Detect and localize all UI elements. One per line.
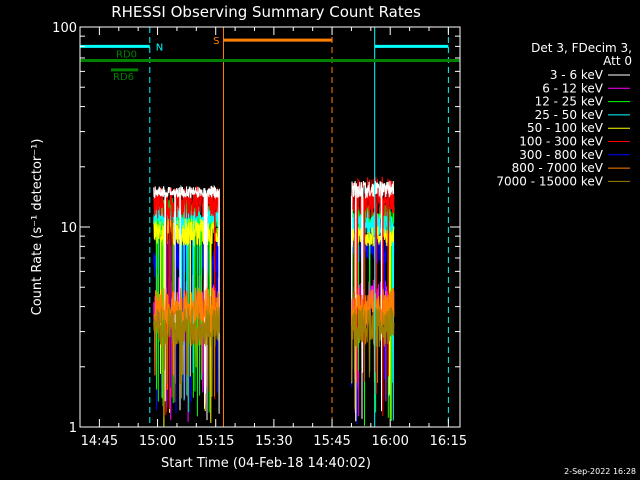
legend-label: 6 - 12 keV [542, 81, 604, 95]
y-tick-label: 10 [60, 221, 77, 236]
trace-segment1 [153, 184, 220, 421]
legend-entry: 6 - 12 keV [542, 81, 630, 95]
y-tick-label: 100 [52, 21, 77, 36]
legend-entry: 25 - 50 keV [535, 108, 630, 122]
legend-label: 3 - 6 keV [550, 68, 604, 82]
legend-header: Det 3, FDecim 3, [531, 41, 632, 55]
flag-label: RD6 [113, 72, 134, 83]
series-3-6-kev [153, 180, 395, 421]
legend-label: 100 - 300 keV [519, 135, 603, 149]
y-axis-label: Count Rate (s⁻¹ detector⁻¹) [30, 139, 45, 316]
x-tick-label: 15:00 [139, 434, 176, 449]
legend-entry: 12 - 25 keV [535, 95, 630, 109]
x-tick-label: 15:30 [255, 434, 292, 449]
legend-entry: 50 - 100 keV [527, 121, 630, 135]
flag-label: N [156, 42, 163, 53]
legend-entry: 800 - 7000 keV [512, 161, 630, 175]
trace-segment2 [350, 306, 395, 409]
legend-label: 7000 - 15000 keV [496, 174, 603, 188]
flag-label: RD0 [116, 49, 137, 60]
trace-segment2 [350, 180, 395, 421]
legend-entry: 3 - 6 keV [550, 68, 630, 82]
legend-header: Att 0 [603, 54, 632, 68]
series-7000-15000-kev [153, 306, 395, 419]
timestamp: 2-Sep-2022 16:28 [564, 467, 636, 476]
legend-entry: 100 - 300 keV [519, 135, 630, 149]
y-tick-label: 1 [69, 421, 77, 436]
legend-label: 50 - 100 keV [527, 121, 604, 135]
trace-segment1 [153, 306, 220, 419]
legend-label: 12 - 25 keV [535, 95, 604, 109]
trace-segment2 [350, 211, 395, 421]
x-tick-label: 15:15 [197, 434, 234, 449]
legend-entry: 7000 - 15000 keV [496, 174, 630, 188]
legend-entry: 300 - 800 keV [519, 148, 630, 162]
flag-s: S [213, 36, 333, 47]
flag-bars: N RD0 RD6 S [80, 36, 460, 83]
flag-rd6: RD6 [111, 68, 139, 83]
flag-n: N [80, 42, 449, 53]
legend-label: 300 - 800 keV [519, 148, 603, 162]
flag-rd0: RD0 [80, 49, 460, 62]
flag-label: S [213, 36, 219, 47]
x-tick-label: 15:45 [313, 434, 350, 449]
x-axis-label: Start Time (04-Feb-18 14:40:02) [161, 456, 371, 471]
x-tick-label: 16:00 [371, 434, 408, 449]
x-tick-label: 16:15 [430, 434, 467, 449]
trace-segment2 [350, 287, 395, 332]
legend-label: 25 - 50 keV [535, 108, 604, 122]
trace-segment2 [350, 225, 395, 422]
data-layer [153, 176, 395, 427]
x-tick-label: 14:45 [81, 434, 118, 449]
axis-ticks: 14:45 15:00 15:15 15:30 15:45 16:00 16:15 1 10 10… [52, 21, 467, 449]
legend-label: 800 - 7000 keV [512, 161, 604, 175]
chart-title: RHESSI Observing Summary Count Rates [111, 3, 421, 21]
